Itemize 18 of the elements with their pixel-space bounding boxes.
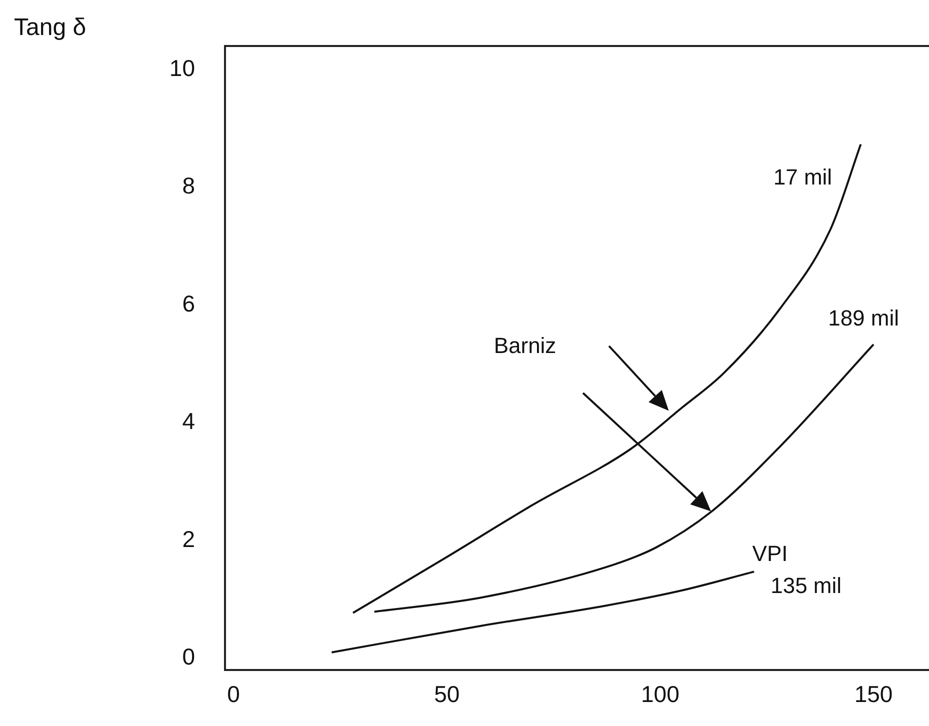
y-tick-label: 10 bbox=[169, 54, 195, 81]
series-label: 17 mil bbox=[773, 164, 832, 190]
y-axis-title: Tang δ bbox=[14, 14, 86, 42]
line-series bbox=[352, 143, 862, 614]
x-tick-label: 0 bbox=[227, 681, 240, 708]
x-tick-label: 50 bbox=[434, 681, 460, 708]
x-tick-label: 100 bbox=[641, 681, 680, 708]
series-label: 189 mil bbox=[828, 306, 899, 331]
y-tick-label: 8 bbox=[182, 172, 195, 199]
x-tick-label: 150 bbox=[854, 681, 893, 708]
annotation: VPI bbox=[752, 541, 788, 566]
y-tick-label: 4 bbox=[182, 408, 196, 434]
y-tick-label: 2 bbox=[182, 526, 195, 552]
y-tick-label: 6 bbox=[182, 290, 195, 316]
y-tick-label: 0 bbox=[182, 644, 195, 670]
series-label: 135 mil bbox=[770, 572, 842, 598]
line-series bbox=[330, 570, 756, 654]
annotation: Barniz bbox=[494, 333, 556, 358]
